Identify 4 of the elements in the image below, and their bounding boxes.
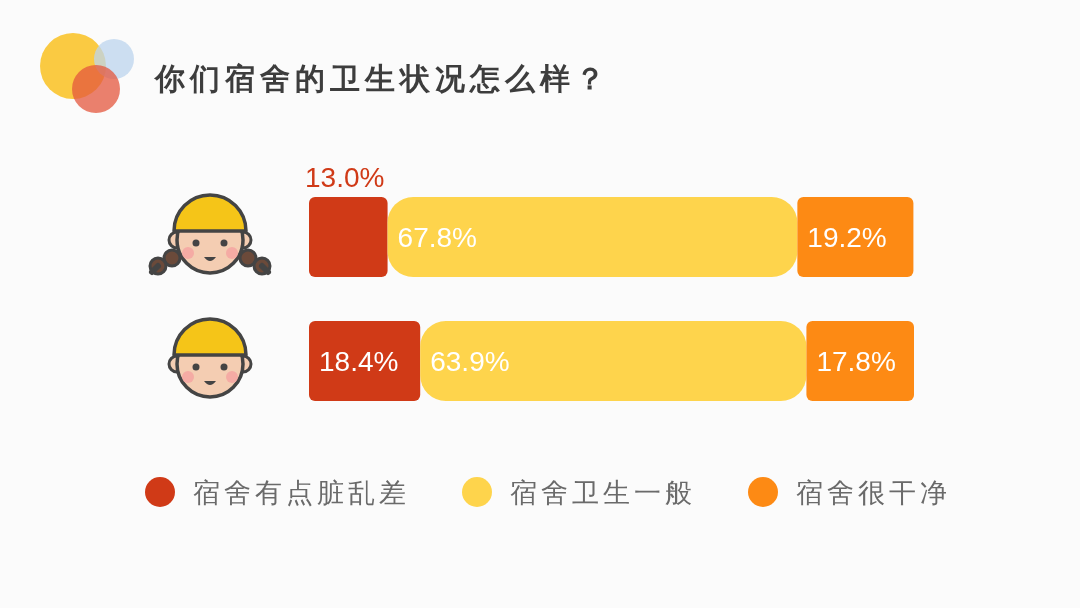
legend-label: 宿舍有点脏乱差: [193, 478, 410, 508]
legend-label: 宿舍很干净: [796, 478, 951, 508]
title: 你们宿舍的卫生状况怎么样？: [155, 62, 610, 95]
legend-label: 宿舍卫生一般: [510, 478, 696, 508]
